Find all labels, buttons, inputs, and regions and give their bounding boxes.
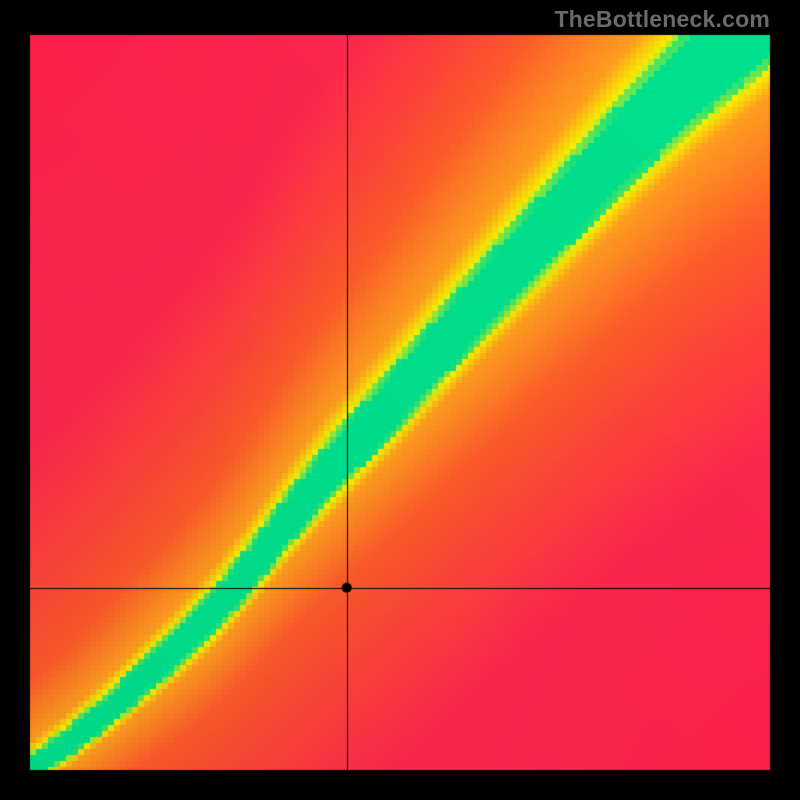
watermark-text: TheBottleneck.com bbox=[554, 6, 770, 33]
chart-container: TheBottleneck.com bbox=[0, 0, 800, 800]
bottleneck-heatmap bbox=[0, 0, 800, 800]
